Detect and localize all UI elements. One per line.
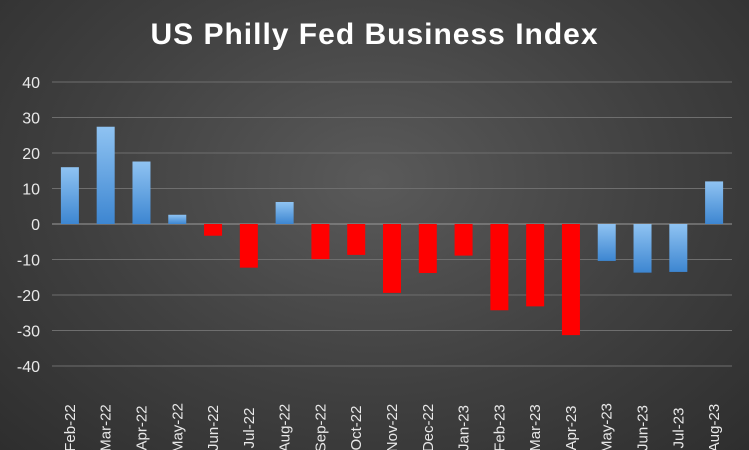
x-tick-label: Apr-22 xyxy=(133,405,150,450)
x-tick-label: May-22 xyxy=(169,403,186,450)
bar xyxy=(705,181,724,224)
x-tick-label: Aug-23 xyxy=(706,404,723,450)
x-tick-label: Oct-22 xyxy=(348,405,365,450)
bar xyxy=(490,224,509,311)
y-tick-label: -40 xyxy=(17,359,40,376)
y-tick-label: 0 xyxy=(31,217,40,234)
x-tick-label: Nov-22 xyxy=(384,404,401,450)
y-tick-label: 10 xyxy=(22,182,40,199)
x-tick-label: Mar-22 xyxy=(98,404,115,450)
bar xyxy=(96,126,115,224)
y-tick-label: -30 xyxy=(17,324,40,341)
x-tick-label: Jan-23 xyxy=(456,405,473,450)
bar xyxy=(132,161,151,224)
x-tick-label: Sep-22 xyxy=(312,404,329,450)
y-tick-label: -10 xyxy=(17,253,40,270)
y-tick-label: 20 xyxy=(22,146,40,163)
x-tick-label: Dec-22 xyxy=(420,404,437,450)
x-tick-label: Jul-22 xyxy=(241,408,258,449)
x-tick-label: Aug-22 xyxy=(277,404,294,450)
x-tick-label: Apr-23 xyxy=(563,405,580,450)
bar xyxy=(311,224,330,260)
y-tick-label: 30 xyxy=(22,111,40,128)
bar xyxy=(418,224,437,273)
bar xyxy=(454,224,473,256)
x-tick-label: Feb-23 xyxy=(491,404,508,450)
bar xyxy=(633,224,652,273)
bar xyxy=(60,167,79,224)
y-axis-ticks: 40 30 20 10 0 -10 -20 -30 -40 xyxy=(17,75,40,376)
x-tick-label: May-23 xyxy=(599,403,616,450)
chart-title: US Philly Fed Business Index xyxy=(150,18,599,51)
x-tick-label: Jun-22 xyxy=(205,405,222,450)
x-axis-ticks: Feb-22 Mar-22 Apr-22 May-22 Jun-22 Jul-22 Aug-… xyxy=(62,403,723,450)
bar xyxy=(669,224,688,272)
x-tick-label: Jun-23 xyxy=(635,405,652,450)
bar xyxy=(561,224,580,336)
bar xyxy=(383,224,401,293)
bar xyxy=(168,214,187,224)
bar xyxy=(275,201,294,224)
bar xyxy=(239,224,258,268)
x-tick-label: Jul-23 xyxy=(670,408,687,449)
x-tick-label: Feb-22 xyxy=(62,404,79,450)
x-tick-label: Mar-23 xyxy=(527,404,544,450)
bars xyxy=(60,126,724,336)
bar xyxy=(347,224,366,255)
bar xyxy=(526,224,545,307)
y-tick-label: -20 xyxy=(17,288,40,305)
bar xyxy=(597,224,616,261)
bar xyxy=(204,224,223,236)
y-tick-label: 40 xyxy=(22,75,40,92)
